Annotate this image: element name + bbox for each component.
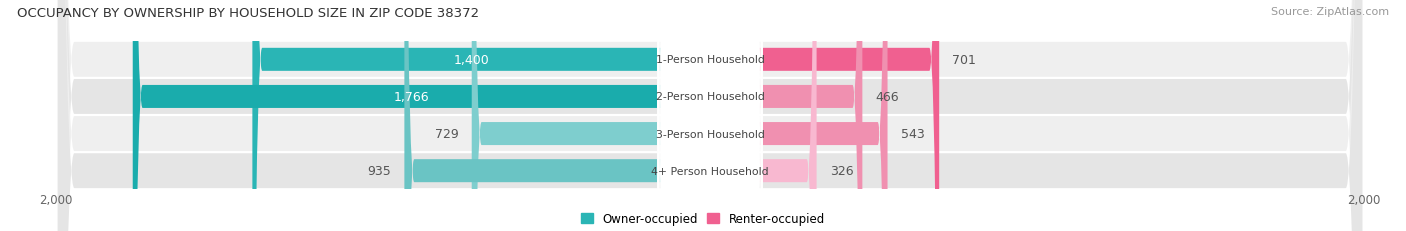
FancyBboxPatch shape [657, 0, 763, 231]
Text: 326: 326 [830, 164, 853, 177]
Text: 1,766: 1,766 [394, 91, 429, 103]
Text: OCCUPANCY BY OWNERSHIP BY HOUSEHOLD SIZE IN ZIP CODE 38372: OCCUPANCY BY OWNERSHIP BY HOUSEHOLD SIZE… [17, 7, 479, 20]
FancyBboxPatch shape [657, 0, 763, 231]
FancyBboxPatch shape [710, 0, 862, 231]
Text: 701: 701 [952, 54, 976, 67]
FancyBboxPatch shape [58, 0, 1362, 231]
FancyBboxPatch shape [58, 0, 1362, 231]
FancyBboxPatch shape [657, 0, 763, 231]
Legend: Owner-occupied, Renter-occupied: Owner-occupied, Renter-occupied [581, 212, 825, 225]
Text: 3-Person Household: 3-Person Household [655, 129, 765, 139]
FancyBboxPatch shape [710, 0, 939, 231]
FancyBboxPatch shape [710, 0, 887, 231]
FancyBboxPatch shape [710, 0, 817, 231]
Text: Source: ZipAtlas.com: Source: ZipAtlas.com [1271, 7, 1389, 17]
FancyBboxPatch shape [58, 0, 1362, 231]
Text: 4+ Person Household: 4+ Person Household [651, 166, 769, 176]
FancyBboxPatch shape [472, 0, 710, 231]
FancyBboxPatch shape [58, 0, 1362, 231]
Text: 1-Person Household: 1-Person Household [655, 55, 765, 65]
Text: 935: 935 [367, 164, 391, 177]
Text: 729: 729 [434, 128, 458, 140]
Text: 466: 466 [876, 91, 898, 103]
FancyBboxPatch shape [132, 0, 710, 231]
Text: 2-Person Household: 2-Person Household [655, 92, 765, 102]
FancyBboxPatch shape [253, 0, 710, 231]
FancyBboxPatch shape [405, 0, 710, 231]
Text: 1,400: 1,400 [454, 54, 489, 67]
FancyBboxPatch shape [657, 0, 763, 231]
Text: 543: 543 [901, 128, 924, 140]
